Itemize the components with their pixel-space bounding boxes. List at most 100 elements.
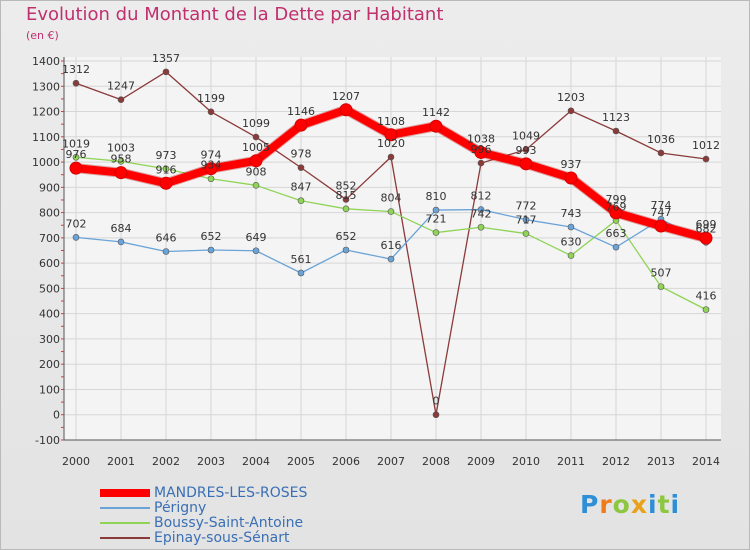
- data-label: 1012: [692, 139, 720, 152]
- data-label: 799: [606, 193, 627, 206]
- legend-label: Périgny: [154, 500, 207, 516]
- data-point: [612, 127, 620, 135]
- y-tick-label: 1200: [32, 106, 60, 119]
- data-label: 646: [156, 232, 177, 245]
- data-label: 699: [696, 218, 717, 231]
- x-tick-label: 2008: [422, 455, 450, 468]
- data-point: [477, 159, 485, 167]
- x-tick-label: 2007: [377, 455, 405, 468]
- data-point: [522, 216, 530, 223]
- y-tick-label: 1000: [32, 156, 60, 169]
- y-tick-label: 900: [39, 181, 60, 194]
- data-label: 1036: [647, 133, 675, 146]
- data-point: [252, 133, 260, 141]
- data-label: 652: [201, 230, 222, 243]
- data-label: 561: [291, 253, 312, 266]
- x-tick-label: 2012: [602, 455, 630, 468]
- legend-swatch: [100, 489, 150, 497]
- x-tick-label: 2006: [332, 455, 360, 468]
- logo-letter: r: [599, 490, 613, 519]
- data-point: [657, 149, 665, 157]
- data-point: [117, 238, 125, 246]
- data-point: [207, 108, 215, 116]
- x-tick-label: 2005: [287, 455, 315, 468]
- data-label: 978: [291, 148, 312, 161]
- data-label: 0: [433, 395, 440, 408]
- data-label: 742: [471, 207, 492, 220]
- data-point: [699, 231, 713, 245]
- logo-letter: i: [648, 490, 658, 519]
- data-point: [387, 153, 395, 161]
- data-label: 810: [426, 190, 447, 203]
- data-point: [477, 223, 485, 231]
- data-label: 616: [381, 239, 402, 252]
- logo-letter: i: [670, 490, 681, 519]
- data-label: 812: [471, 190, 492, 203]
- legend-label: MANDRES-LES-ROSES: [154, 485, 308, 501]
- y-tick-label: 1100: [32, 131, 60, 144]
- data-label: 743: [561, 207, 582, 220]
- x-tick-label: 2004: [242, 455, 270, 468]
- data-point: [567, 223, 575, 231]
- data-label: 1108: [377, 115, 405, 128]
- data-label: 847: [291, 181, 312, 194]
- data-point: [297, 164, 305, 171]
- data-label: 717: [516, 214, 537, 227]
- data-point: [252, 182, 260, 189]
- legend-swatch: [100, 507, 150, 509]
- data-label: 1247: [107, 80, 135, 93]
- data-point: [387, 208, 395, 215]
- data-label: 1019: [62, 137, 90, 150]
- y-tick-label: 700: [39, 232, 60, 245]
- data-point: [207, 175, 215, 183]
- data-label: 937: [561, 158, 582, 171]
- data-label: 976: [66, 148, 87, 161]
- data-label: 1049: [512, 130, 540, 143]
- data-point: [69, 161, 83, 175]
- data-label: 1142: [422, 106, 450, 119]
- y-tick-label: 800: [39, 207, 60, 220]
- y-tick-label: 300: [39, 333, 60, 346]
- x-tick-label: 2014: [692, 455, 720, 468]
- data-label: 416: [696, 290, 717, 303]
- data-label: 1146: [287, 105, 315, 118]
- y-tick-label: 0: [53, 409, 60, 422]
- x-tick-label: 2009: [467, 455, 495, 468]
- data-point: [654, 219, 668, 233]
- data-label: 507: [651, 267, 672, 280]
- data-label: 996: [471, 143, 492, 156]
- proxiti-logo: Proxiti: [580, 490, 680, 519]
- data-point: [114, 166, 128, 180]
- data-label: 747: [651, 206, 672, 219]
- data-point: [342, 196, 350, 203]
- y-tick-label: 500: [39, 282, 60, 295]
- data-point: [252, 247, 260, 255]
- data-point: [117, 96, 125, 103]
- data-point: [72, 234, 80, 241]
- logo-letter: x: [630, 490, 648, 519]
- plot-area: [64, 57, 721, 440]
- data-label: 1099: [242, 117, 270, 130]
- data-point: [294, 118, 308, 132]
- data-label: 815: [336, 189, 357, 202]
- data-label: 916: [156, 163, 177, 176]
- data-point: [297, 269, 305, 277]
- data-label: 1203: [557, 91, 585, 104]
- data-point: [519, 157, 533, 171]
- y-tick-label: -100: [35, 434, 60, 447]
- legend-swatch: [100, 522, 150, 524]
- logo-letter: P: [580, 490, 600, 519]
- data-point: [342, 246, 350, 254]
- data-label: 1020: [377, 137, 405, 150]
- data-label: 993: [516, 144, 537, 157]
- data-label: 702: [66, 217, 87, 230]
- unit-label: (en €): [26, 29, 59, 42]
- line-chart: -100 0 100 200 300 400 500 600 700 800 900 1000 1100…: [32, 52, 721, 468]
- data-point: [72, 153, 80, 161]
- x-tick-label: 2001: [107, 455, 135, 468]
- data-point: [522, 146, 530, 153]
- data-point: [162, 165, 170, 173]
- data-point: [204, 162, 218, 176]
- data-label: 852: [336, 179, 357, 192]
- data-point: [432, 229, 440, 236]
